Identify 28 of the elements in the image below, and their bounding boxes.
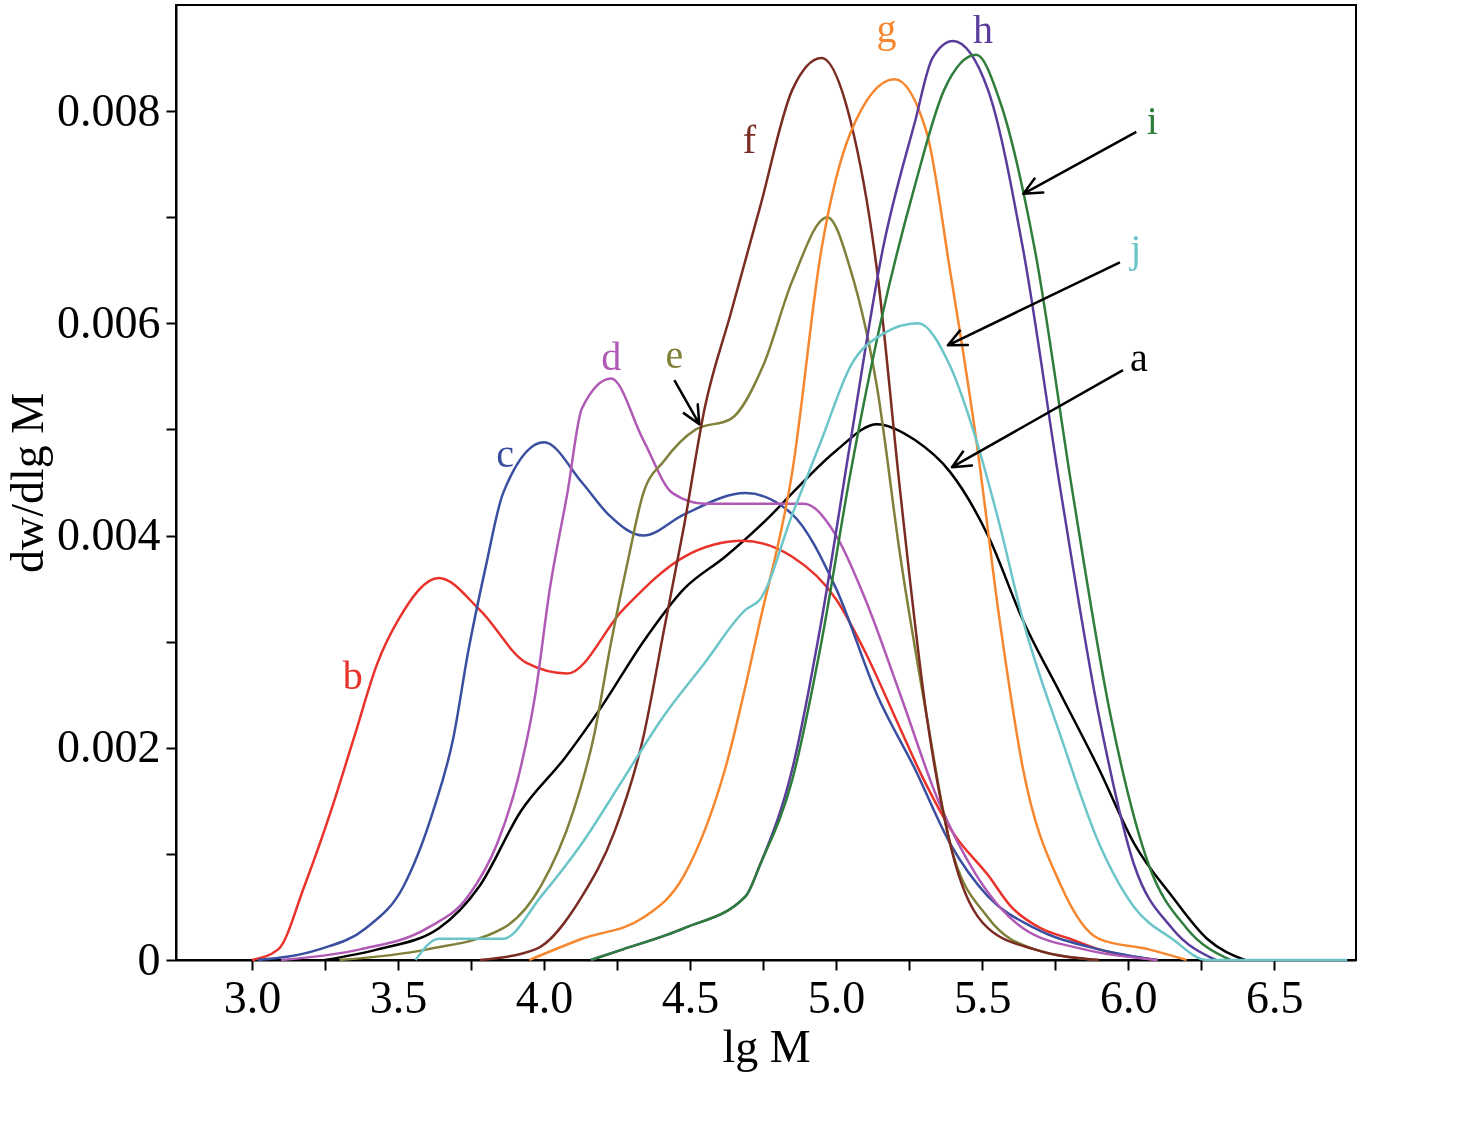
series-label: d: [601, 333, 622, 379]
series-label: h: [972, 7, 993, 53]
x-tick-label: 5.0: [807, 971, 866, 1023]
x-tick-label: 4.5: [661, 971, 720, 1023]
x-axis-title: lg M: [722, 1020, 811, 1072]
y-tick-label: 0.002: [57, 721, 161, 773]
x-tick-label: 3.0: [223, 971, 282, 1023]
y-tick-label: 0.008: [57, 84, 161, 136]
series-label: e: [665, 332, 684, 378]
text: a: [1130, 335, 1149, 381]
x-tick-label: 5.5: [953, 971, 1012, 1023]
line-series: [478, 56, 1101, 962]
series-label: b: [342, 653, 363, 698]
x-tick-label: 6.0: [1099, 971, 1158, 1023]
y-tick-label: 0: [137, 933, 161, 985]
x-tick-label: 3.5: [369, 971, 428, 1023]
line-series: [414, 322, 1349, 962]
series-label: c: [496, 431, 514, 477]
text: i: [1146, 97, 1158, 143]
y-tick-label: 0.004: [57, 509, 161, 561]
x-tick-label: 4.0: [515, 971, 574, 1023]
line-series: [528, 78, 1188, 962]
series-label: g: [876, 6, 897, 52]
y-axis-title: dw/dlg M: [2, 392, 53, 574]
series-label: f: [742, 117, 757, 163]
x-tick-label: 6.5: [1245, 971, 1304, 1023]
text: j: [1128, 226, 1142, 272]
y-tick-label: 0.006: [57, 296, 161, 348]
